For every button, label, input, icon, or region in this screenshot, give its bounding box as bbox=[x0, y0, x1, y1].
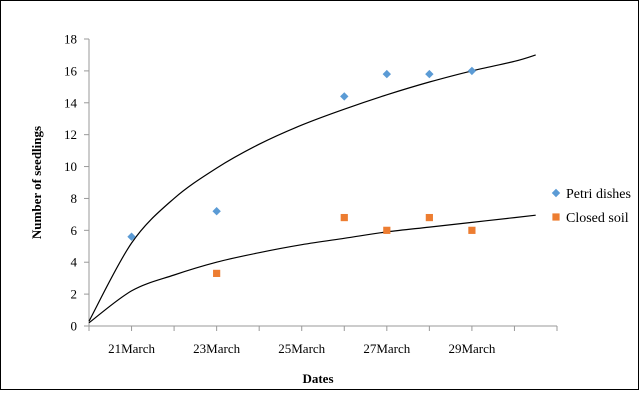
trendline bbox=[88, 214, 536, 324]
petri-dishes-point bbox=[425, 69, 434, 79]
y-tick-label: 8 bbox=[71, 191, 78, 206]
petri-dishes-point bbox=[212, 207, 221, 216]
x-tick-label: 27March bbox=[363, 341, 410, 356]
legend: Petri dishes Closed soil bbox=[551, 187, 631, 226]
y-ticks: 0 2 4 6 8 10 12 14 16 18 bbox=[64, 32, 89, 334]
x-tick-label: 23March bbox=[193, 341, 240, 356]
legend-label: Petri dishes bbox=[566, 187, 631, 202]
y-tick-label: 18 bbox=[64, 32, 77, 47]
legend-label: Closed soil bbox=[566, 211, 629, 226]
petri-dishes-point bbox=[467, 66, 477, 76]
closed-soil-point bbox=[425, 213, 433, 222]
y-tick-label: 2 bbox=[71, 287, 78, 302]
closed-soil-point bbox=[213, 269, 221, 277]
x-tick-label: 25March bbox=[278, 341, 325, 356]
y-tick-label: 10 bbox=[64, 159, 77, 174]
trendlines bbox=[88, 54, 536, 324]
x-ticks: 21March 23March 25March 27March 29March bbox=[88, 326, 558, 356]
legend-marker bbox=[551, 188, 561, 198]
petri-dishes-point bbox=[340, 92, 349, 101]
closed-soil-point bbox=[468, 226, 476, 234]
y-tick-label: 4 bbox=[71, 255, 78, 270]
y-tick-label: 0 bbox=[71, 319, 78, 334]
x-axis-title: Dates bbox=[302, 371, 333, 386]
petri-dishes-point bbox=[382, 69, 392, 79]
closed-soil-point bbox=[340, 213, 348, 222]
petri-dishes-point bbox=[127, 232, 136, 241]
x-tick-label: 29March bbox=[448, 341, 495, 356]
closed-soil-point bbox=[383, 226, 391, 234]
y-tick-label: 16 bbox=[64, 63, 78, 78]
y-tick-label: 14 bbox=[64, 95, 78, 110]
axes bbox=[88, 39, 557, 327]
data-points bbox=[127, 66, 477, 277]
y-axis-title: Number of seedlings bbox=[29, 126, 44, 239]
x-tick-label: 21March bbox=[108, 341, 155, 356]
y-tick-label: 12 bbox=[64, 127, 77, 142]
legend-marker bbox=[552, 213, 560, 221]
y-tick-label: 6 bbox=[71, 223, 78, 238]
